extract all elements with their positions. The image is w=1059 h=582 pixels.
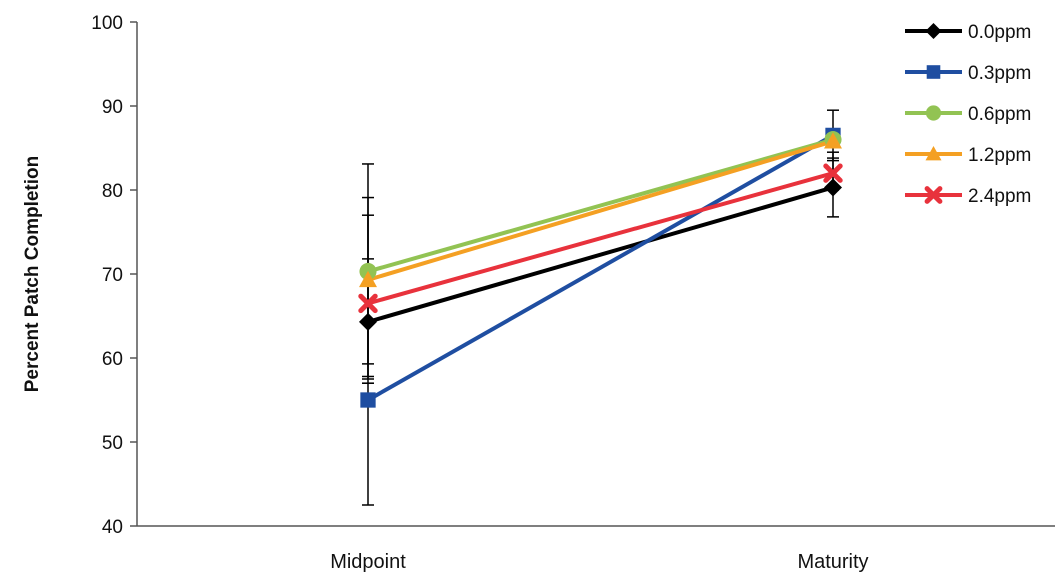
series-line-1.2ppm xyxy=(367,139,834,282)
x-marker-stroke xyxy=(823,163,843,183)
y-tick-label: 60 xyxy=(102,349,123,370)
legend-item: 0.0ppm xyxy=(905,22,1031,43)
axes: 40 50 60 70 80 90 100 Midpoint Maturity xyxy=(91,13,1055,573)
square-marker xyxy=(360,392,376,408)
y-axis-title: Percent Patch Completion xyxy=(22,156,43,393)
legend-label: 0.0ppm xyxy=(968,22,1031,43)
legend-label: 0.3ppm xyxy=(968,63,1031,84)
y-tick-label: 100 xyxy=(91,13,123,34)
y-tick-label: 70 xyxy=(102,265,123,286)
x-marker xyxy=(358,293,378,314)
series-line-2.4ppm xyxy=(367,171,834,306)
x-category-label: Midpoint xyxy=(330,551,406,573)
triangle-marker xyxy=(925,146,942,161)
circle-marker xyxy=(925,105,942,121)
triangle-marker xyxy=(824,132,842,149)
triangle-marker xyxy=(359,270,377,288)
x-marker-stroke xyxy=(358,293,378,314)
legend-label: 1.2ppm xyxy=(968,145,1031,166)
x-marker xyxy=(924,186,943,204)
series-lines xyxy=(367,133,834,402)
square-marker xyxy=(926,65,941,79)
y-tick-label: 50 xyxy=(102,433,123,454)
series-line-0.3ppm xyxy=(367,133,834,402)
legend-item: 0.3ppm xyxy=(905,63,1031,84)
diamond-marker xyxy=(925,23,942,39)
legend-item: 0.6ppm xyxy=(905,104,1031,125)
legend-label: 0.6ppm xyxy=(968,104,1031,125)
error-bars xyxy=(362,109,839,506)
legend-item: 2.4ppm xyxy=(905,186,1031,207)
legend-label: 2.4ppm xyxy=(968,186,1031,207)
series-line-0.6ppm xyxy=(367,137,834,274)
series-line-0.0ppm xyxy=(367,185,834,324)
x-marker-stroke xyxy=(924,186,943,204)
diamond-marker xyxy=(359,312,377,331)
legend-item: 1.2ppm xyxy=(905,145,1031,166)
x-marker xyxy=(823,163,843,183)
legend: 0.0ppm 0.3ppm 0.6ppm 1.2ppm 2.4ppm xyxy=(905,22,1031,207)
y-tick-label: 80 xyxy=(102,181,123,202)
y-tick-label: 90 xyxy=(102,97,123,118)
diamond-marker xyxy=(824,178,842,197)
series-markers xyxy=(358,127,843,408)
x-category-label: Maturity xyxy=(797,551,868,573)
y-tick-label: 40 xyxy=(102,517,123,538)
